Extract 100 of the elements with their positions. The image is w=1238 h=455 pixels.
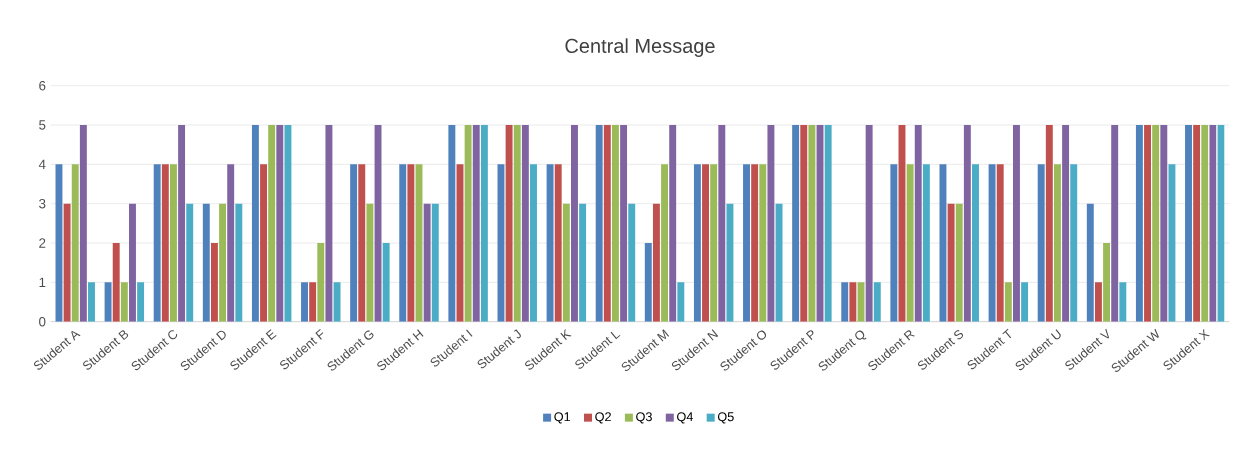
bar <box>1053 164 1061 322</box>
bar <box>464 125 472 322</box>
legend-label: Q3 <box>636 412 652 424</box>
bar <box>55 164 63 322</box>
bar <box>767 125 775 322</box>
bar <box>407 164 415 322</box>
legend-label: Q1 <box>554 412 571 424</box>
bar <box>169 164 177 322</box>
bar <box>137 282 145 322</box>
y-tick-label: 4 <box>38 159 46 169</box>
legend-label: Q4 <box>677 412 693 424</box>
bar <box>947 203 955 322</box>
bar <box>1004 282 1012 322</box>
bar <box>865 125 873 322</box>
bar <box>309 282 317 322</box>
bar <box>792 125 800 322</box>
bar <box>661 164 669 322</box>
bar <box>153 164 161 322</box>
bar <box>1013 125 1020 322</box>
bar <box>129 203 136 322</box>
bar <box>301 282 308 322</box>
bar <box>579 203 587 322</box>
bar <box>79 125 87 322</box>
bar <box>873 282 881 322</box>
bar <box>710 164 718 322</box>
bar <box>914 125 922 322</box>
bar <box>677 282 685 322</box>
bar <box>1144 125 1151 322</box>
bar <box>1070 164 1078 322</box>
bar <box>120 282 128 322</box>
bar <box>571 125 578 322</box>
bar <box>399 164 407 322</box>
bar <box>775 203 783 322</box>
bar <box>350 164 358 322</box>
bar <box>202 203 210 322</box>
bar <box>235 203 243 322</box>
bar <box>1201 125 1209 322</box>
y-tick-label: 2 <box>39 238 46 248</box>
bar <box>955 203 963 322</box>
bar <box>669 125 677 322</box>
bar <box>628 203 636 322</box>
y-tick-label: 3 <box>39 198 46 209</box>
bar <box>1119 282 1127 322</box>
bar <box>186 203 194 322</box>
bar <box>431 203 439 322</box>
bar <box>1062 125 1070 322</box>
bar <box>276 125 284 322</box>
bar <box>808 125 816 322</box>
bar <box>996 164 1004 322</box>
bar <box>1185 125 1192 322</box>
y-tick-label: 1 <box>39 277 46 287</box>
bar <box>521 125 529 322</box>
bar <box>595 125 603 322</box>
bar <box>382 243 390 322</box>
bar <box>63 203 71 322</box>
bar <box>963 125 971 322</box>
bar <box>178 125 186 322</box>
bar <box>227 164 235 322</box>
bar <box>702 164 710 322</box>
bar <box>333 282 341 322</box>
bar <box>530 164 537 322</box>
bar <box>112 243 120 322</box>
bar <box>652 203 660 322</box>
bar <box>644 243 652 322</box>
bar <box>1152 125 1160 322</box>
chart-title: Central Message <box>565 38 715 57</box>
bar <box>1086 203 1094 322</box>
bar <box>922 164 930 322</box>
bar <box>824 125 832 322</box>
bar <box>317 243 325 322</box>
bar <box>726 203 734 322</box>
bar <box>480 125 488 322</box>
bar <box>366 203 374 322</box>
bar <box>448 125 456 322</box>
bar <box>284 125 292 322</box>
y-tick-label: 6 <box>39 80 46 91</box>
bar <box>1037 164 1045 322</box>
bar <box>562 203 570 322</box>
bar <box>251 125 259 322</box>
bar <box>1160 125 1168 322</box>
bar <box>751 164 759 322</box>
bar <box>210 243 218 322</box>
bar <box>268 125 276 322</box>
bar <box>1209 125 1217 322</box>
bar <box>718 125 726 322</box>
bar <box>603 125 611 322</box>
bar <box>546 164 554 322</box>
bar <box>1111 125 1119 322</box>
bar <box>1135 125 1143 322</box>
bar <box>800 125 808 322</box>
bar <box>472 125 480 322</box>
bar <box>988 164 996 322</box>
bar <box>1045 125 1053 322</box>
bar <box>104 282 112 322</box>
bar <box>693 164 701 322</box>
bar <box>497 164 505 322</box>
bar <box>743 164 750 322</box>
bar <box>88 282 95 322</box>
bar <box>1094 282 1102 322</box>
bar <box>890 164 898 322</box>
